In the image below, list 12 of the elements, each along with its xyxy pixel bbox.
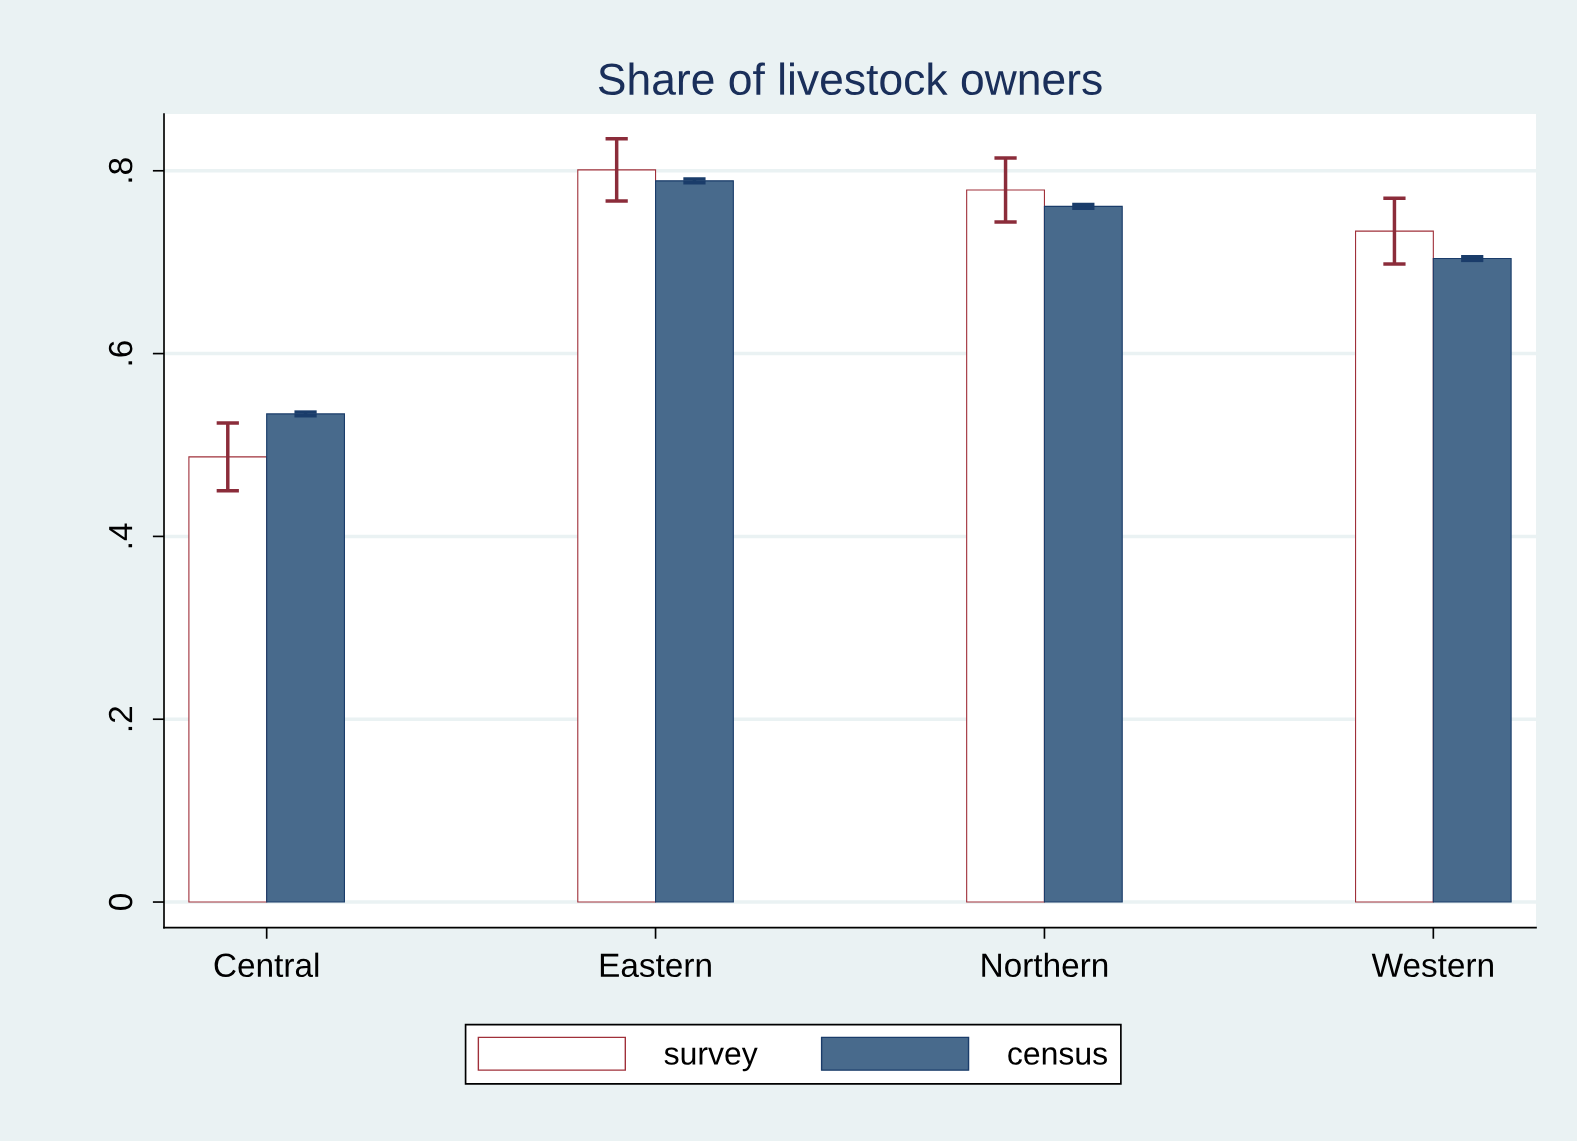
x-tick-label: Eastern bbox=[600, 953, 711, 978]
y-tick-label: 0 bbox=[108, 894, 133, 910]
y-tick-label: .8 bbox=[108, 158, 133, 182]
x-tick-label: Central bbox=[214, 952, 319, 978]
y-tick-label: .2 bbox=[108, 707, 133, 731]
legend-label: survey bbox=[664, 1047, 758, 1072]
y-tick-label: .6 bbox=[108, 341, 133, 365]
legend-label: census bbox=[1008, 1047, 1107, 1065]
y-tick-label: .4 bbox=[109, 523, 133, 548]
x-tick-label: Northern bbox=[982, 952, 1108, 978]
x-tick-label: Western bbox=[1371, 953, 1493, 978]
chart-title: Share of livestock owners bbox=[598, 62, 1102, 96]
